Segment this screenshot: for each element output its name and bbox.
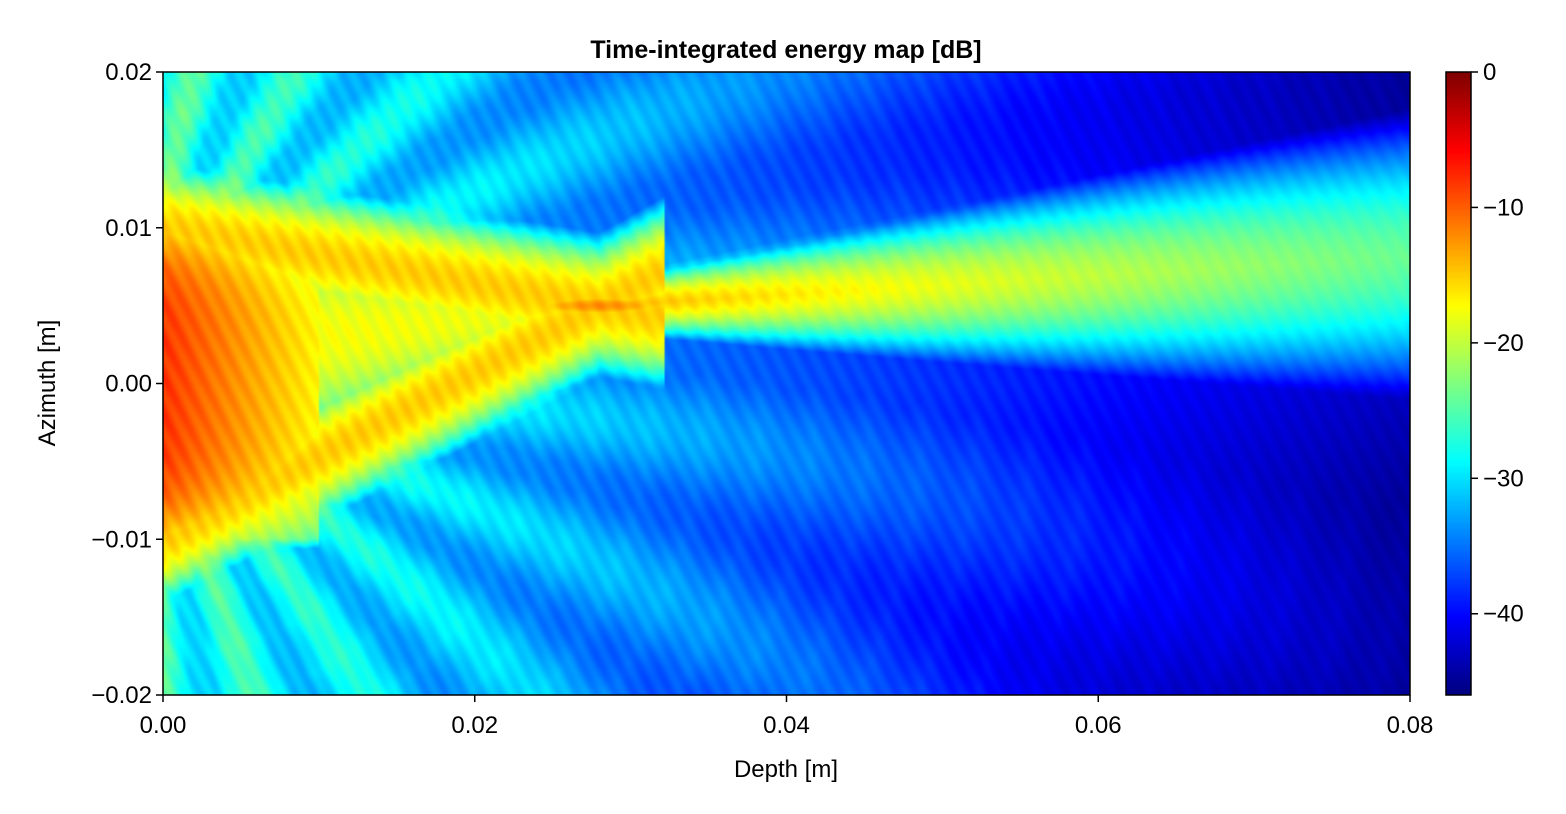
x-axis: 0.00 0.02 0.04 0.06 0.08 [140, 695, 1434, 739]
colorbar: 0 −10 −20 −30 −40 [1445, 59, 1524, 696]
y-tick-label: 0.01 [105, 215, 152, 242]
x-tick-label: 0.04 [763, 712, 810, 739]
colorbar-frame [1445, 71, 1472, 696]
colorbar-tick-label: −20 [1483, 330, 1524, 357]
y-tick-label: −0.01 [91, 526, 152, 553]
colorbar-ticks: 0 −10 −20 −30 −40 [1471, 59, 1524, 628]
x-axis-label: Depth [m] [734, 756, 838, 783]
colorbar-tick-label: −10 [1483, 194, 1524, 221]
colorbar-tick-label: 0 [1483, 59, 1496, 86]
colorbar-gradient [1446, 72, 1471, 695]
x-tick-label: 0.06 [1075, 712, 1122, 739]
x-tick-label: 0.08 [1387, 712, 1434, 739]
x-tick-label: 0.00 [140, 712, 187, 739]
y-axis: −0.02 −0.01 0.00 0.01 0.02 [91, 59, 163, 709]
y-tick-label: 0.02 [105, 59, 152, 86]
y-tick-label: 0.00 [105, 371, 152, 398]
chart-title: Time-integrated energy map [dB] [590, 36, 981, 64]
y-axis-label: Azimuth [m] [34, 320, 61, 447]
x-tick-label: 0.02 [451, 712, 498, 739]
colorbar-tick-label: −40 [1483, 601, 1524, 628]
plot-area [162, 71, 1411, 696]
colorbar-tick-label: −30 [1483, 465, 1524, 492]
heatmap-image [163, 72, 1410, 695]
y-tick-label: −0.02 [91, 682, 152, 709]
